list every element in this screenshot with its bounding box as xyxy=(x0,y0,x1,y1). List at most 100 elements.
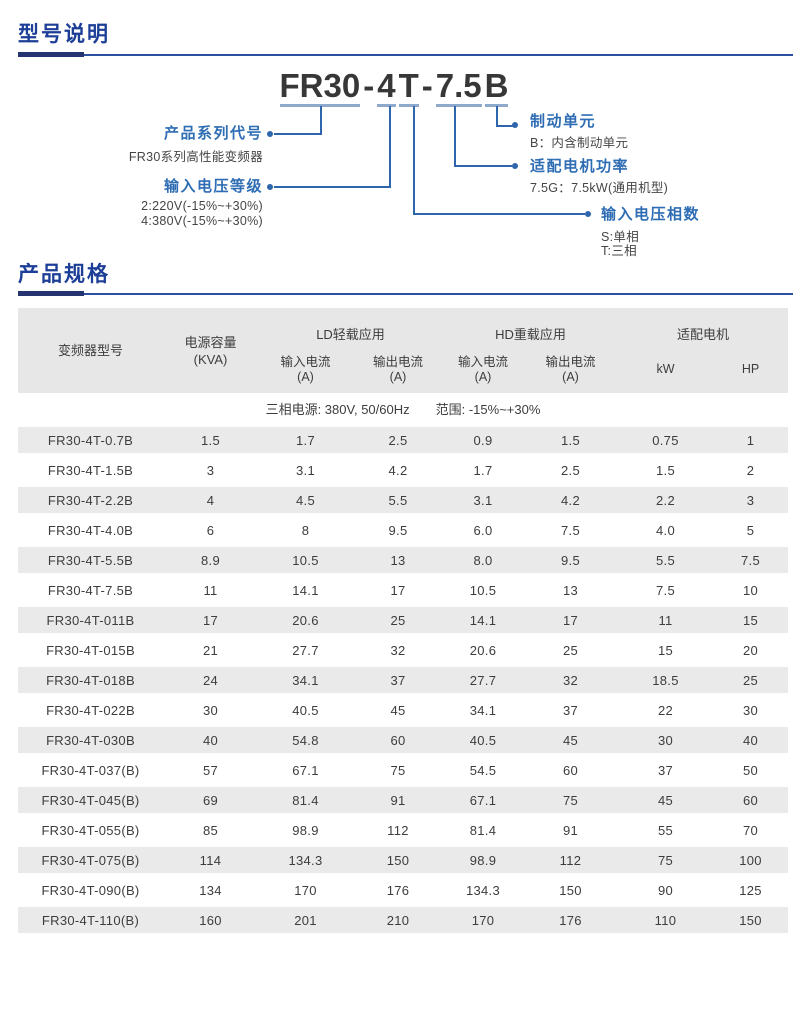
value-cell: 69 xyxy=(202,792,219,808)
note-left: 三相电源: 380V, 50/60Hz xyxy=(265,401,410,417)
value-cell: 15 xyxy=(657,642,674,658)
value-cell: 11 xyxy=(203,582,218,598)
label-brake-unit: 制动单元 xyxy=(530,113,597,130)
model-part: FR30 xyxy=(279,68,361,107)
hp-label: HP xyxy=(741,362,760,376)
section-rule-2 xyxy=(18,291,793,296)
value-cell: 45 xyxy=(657,792,674,808)
table-row: FR30-4T-7.5B 11 14.1 17 10.5 13 7.5 10 xyxy=(18,577,788,603)
value-cell: 176 xyxy=(559,912,582,928)
connector-brake-dot xyxy=(512,122,518,128)
value-cell: 40 xyxy=(742,732,759,748)
value-cell: 34.1 xyxy=(292,672,319,688)
value-cell: 2.5 xyxy=(388,432,408,448)
value-cell: 85 xyxy=(202,822,219,838)
value-cell: 10.5 xyxy=(292,552,319,568)
value-cell: 27.7 xyxy=(469,672,497,688)
model-part: T xyxy=(398,68,419,107)
value-cell: 9.5 xyxy=(388,522,408,538)
value-cell: 4.5 xyxy=(296,492,315,508)
value-cell: 1.5 xyxy=(201,432,220,448)
connector-voltage-hline xyxy=(274,186,391,188)
value-cell: 6.0 xyxy=(473,522,493,538)
value-cell: 18.5 xyxy=(652,672,679,688)
group-header-ld: LD轻载应用 输入电流 (A) 输出电流 (A) xyxy=(258,308,443,393)
value-cell: 112 xyxy=(559,852,582,868)
value-cell: 114 xyxy=(199,852,222,868)
model-cell: FR30-4T-075(B) xyxy=(41,852,140,868)
value-cell: 67.1 xyxy=(469,792,497,808)
spec-table: 变频器型号 电源容量 (KVA) LD轻载应用 输入电流 (A) 输出电流 (A… xyxy=(18,308,788,937)
table-row: FR30-4T-015B 21 27.7 32 20.6 25 15 20 xyxy=(18,637,788,663)
capacity-line1: 电源容量 xyxy=(184,334,237,350)
value-cell: 110 xyxy=(654,912,677,928)
motor-group-title: 适配电机 xyxy=(676,327,729,342)
value-cell: 75 xyxy=(562,792,579,808)
value-cell: 0.75 xyxy=(652,432,679,448)
value-cell: 4 xyxy=(206,492,215,508)
value-cell: 17 xyxy=(390,582,406,598)
value-cell: 32 xyxy=(390,642,406,658)
section-title-model-description: 型号说明 xyxy=(18,23,110,46)
value-cell: 2.2 xyxy=(656,492,675,508)
value-cell: 67.1 xyxy=(292,762,319,778)
connector-power-hline xyxy=(454,165,512,167)
desc-product-series: FR30系列高性能变频器 xyxy=(128,150,263,164)
value-cell: 3.1 xyxy=(473,492,493,508)
value-cell: 150 xyxy=(559,882,582,898)
model-cell: FR30-4T-015B xyxy=(46,642,135,658)
model-cell: FR30-4T-055(B) xyxy=(41,822,140,838)
value-cell: 37 xyxy=(390,672,406,688)
value-cell: 170 xyxy=(471,912,495,928)
model-cell: FR30-4T-0.7B xyxy=(47,432,134,448)
value-cell: 24 xyxy=(202,672,219,688)
model-number: FR30-4T-7.5B xyxy=(278,68,510,107)
value-cell: 1.7 xyxy=(296,432,315,448)
value-cell: 9.5 xyxy=(561,552,580,568)
value-cell: 60 xyxy=(742,792,759,808)
col-header-hd-output: 输出电流 (A) xyxy=(523,346,618,393)
group-header-motor: 适配电机 kW HP xyxy=(618,308,788,393)
col-header-model: 变频器型号 xyxy=(18,308,163,393)
model-cell: FR30-4T-037(B) xyxy=(41,762,140,778)
desc-phase-single: S:单相 xyxy=(601,230,640,244)
col-header-hd-input: 输入电流 (A) xyxy=(443,346,523,393)
hd-group-title: HD重载应用 xyxy=(495,327,566,342)
connector-voltage-dot xyxy=(267,184,273,190)
table-row: FR30-4T-030B 40 54.8 60 40.5 45 30 40 xyxy=(18,727,788,753)
value-cell: 125 xyxy=(739,882,762,898)
model-cell: FR30-4T-030B xyxy=(46,732,135,748)
value-cell: 4.0 xyxy=(656,522,675,538)
value-cell: 1.7 xyxy=(473,462,493,478)
col-header-ld-output: 输出电流 (A) xyxy=(353,346,443,393)
value-cell: 1.5 xyxy=(656,462,675,478)
value-cell: 6 xyxy=(206,522,215,538)
table-row: FR30-4T-090(B) 134 170 176 134.3 150 90 125 xyxy=(18,877,788,903)
value-cell: 70 xyxy=(742,822,759,838)
value-cell: 91 xyxy=(562,822,579,838)
value-cell: 22 xyxy=(657,702,674,718)
value-cell: 160 xyxy=(199,912,222,928)
value-cell: 81.4 xyxy=(469,822,497,838)
col-header-ld-input: 输入电流 (A) xyxy=(258,346,353,393)
desc-voltage-380: 4:380V(-15%~+30%) xyxy=(141,214,263,228)
value-cell: 57 xyxy=(202,762,219,778)
motor-subheaders: kW HP xyxy=(618,346,788,393)
model-cell: FR30-4T-1.5B xyxy=(47,462,134,478)
label-phase-count: 输入电压相数 xyxy=(601,206,701,223)
value-cell: 1 xyxy=(746,432,755,448)
col-header-model-text: 变频器型号 xyxy=(57,343,123,358)
section-rule xyxy=(18,52,793,57)
model-part: 4 xyxy=(377,68,396,107)
connector-brake-vline xyxy=(496,106,498,127)
note-right: 范围: -15%~+30% xyxy=(435,401,541,417)
value-cell: 54.5 xyxy=(469,762,497,778)
desc-brake-unit: B：内含制动单元 xyxy=(530,136,629,150)
table-row: FR30-4T-1.5B 3 3.1 4.2 1.7 2.5 1.5 2 xyxy=(18,457,788,483)
table-row: FR30-4T-045(B) 69 81.4 91 67.1 75 45 60 xyxy=(18,787,788,813)
value-cell: 10.5 xyxy=(469,582,497,598)
ld-input-label: 输入电流 xyxy=(280,354,331,369)
value-cell: 14.1 xyxy=(292,582,319,598)
value-cell: 150 xyxy=(386,852,410,868)
value-cell: 40.5 xyxy=(469,732,497,748)
